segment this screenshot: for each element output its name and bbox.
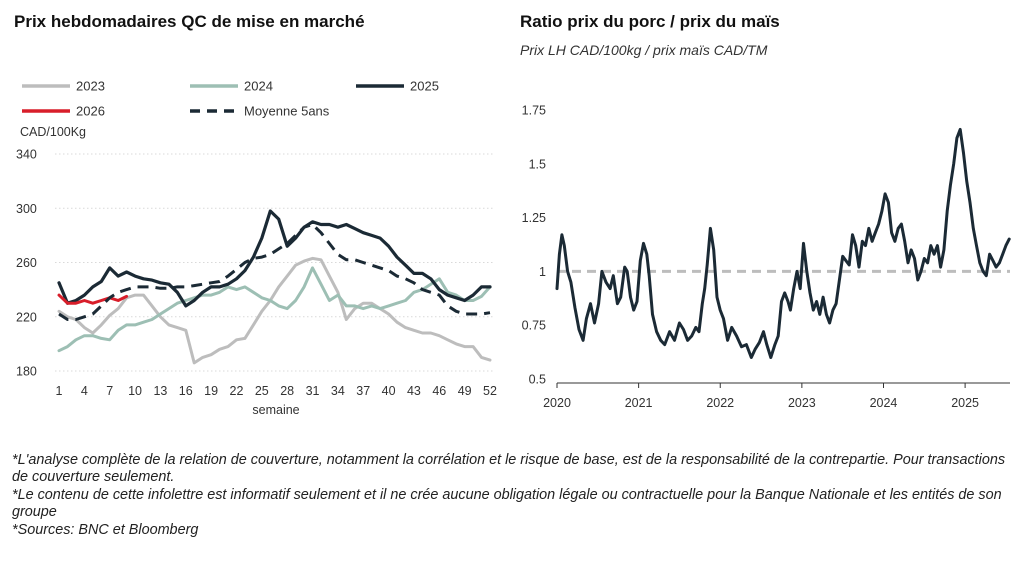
y-tick-label: 340 bbox=[16, 148, 37, 162]
x-tick-label: 7 bbox=[106, 384, 113, 398]
y-tick-label: 1.75 bbox=[522, 104, 546, 118]
weekly-prices-legend: 2023 2024 2025 2026 Moyenne 5ans bbox=[22, 79, 439, 119]
y-tick-label: 1.25 bbox=[522, 211, 546, 225]
legend-label-2024: 2024 bbox=[244, 79, 273, 94]
hog-corn-ratio-chart-title: Ratio prix du porc / prix du maïs bbox=[520, 12, 780, 31]
x-tick-label: 28 bbox=[280, 384, 294, 398]
ratio-series bbox=[555, 127, 1011, 359]
weekly-prices-chart-title: Prix hebdomadaires QC de mise en marché bbox=[14, 12, 365, 31]
x-axis-label: semaine bbox=[252, 403, 299, 417]
footnotes: *L'analyse complète de la relation de co… bbox=[12, 452, 1012, 539]
x-tick-label: 16 bbox=[179, 384, 193, 398]
x-tick-label: 13 bbox=[153, 384, 167, 398]
x-tick-label: 46 bbox=[432, 384, 446, 398]
legend-label-2023: 2023 bbox=[76, 79, 105, 94]
weekly-prices-series bbox=[57, 209, 492, 365]
ratio-line bbox=[555, 127, 1011, 359]
y-tick-label: 1.5 bbox=[529, 157, 546, 171]
x-tick-label: 2022 bbox=[706, 396, 734, 410]
x-tick-label: 2023 bbox=[788, 396, 816, 410]
x-tick-label: 31 bbox=[306, 384, 320, 398]
y-tick-label: 300 bbox=[16, 202, 37, 216]
series-line-2024 bbox=[57, 266, 492, 353]
x-tick-label: 22 bbox=[230, 384, 244, 398]
y-tick-label: 260 bbox=[16, 256, 37, 270]
x-tick-label: 2020 bbox=[543, 396, 571, 410]
hog-corn-ratio-chart: Ratio prix du porc / prix du maïs Prix L… bbox=[510, 0, 1024, 440]
weekly-prices-y-ticks: 180 220 260 300 340 bbox=[16, 148, 37, 379]
weekly-prices-gridlines bbox=[55, 153, 494, 372]
hog-corn-ratio-plot: 0.5 0.75 1 1.25 1.5 1.75 2020 2021 2022 2023 2024… bbox=[522, 104, 1011, 410]
x-tick-label: 2024 bbox=[870, 396, 898, 410]
legend-label-2025: 2025 bbox=[410, 79, 439, 94]
footnote-hedging-disclaimer: *L'analyse complète de la relation de co… bbox=[12, 452, 1006, 486]
x-tick-label: 49 bbox=[458, 384, 472, 398]
weekly-prices-chart: Prix hebdomadaires QC de mise en marché … bbox=[0, 0, 510, 440]
y-tick-label: 0.75 bbox=[522, 319, 546, 333]
x-tick-label: 43 bbox=[407, 384, 421, 398]
x-tick-label: 10 bbox=[128, 384, 142, 398]
ratio-y-ticks: 0.5 0.75 1 1.25 1.5 1.75 bbox=[522, 104, 546, 387]
x-tick-label: 2025 bbox=[951, 396, 979, 410]
hog-corn-ratio-chart-subtitle: Prix LH CAD/100kg / prix maïs CAD/TM bbox=[520, 42, 768, 58]
x-tick-label: 25 bbox=[255, 384, 269, 398]
weekly-prices-x-ticks: 1 4 7 10 13 16 19 22 25 28 31 34 37 40 43 46 49 52 bbox=[56, 384, 497, 398]
footnote-sources: *Sources: BNC et Bloomberg bbox=[12, 521, 199, 538]
x-tick-label: 4 bbox=[81, 384, 88, 398]
x-tick-label: 1 bbox=[56, 384, 63, 398]
x-tick-label: 19 bbox=[204, 384, 218, 398]
footnote-legal-disclaimer: *Le contenu de cette infolettre est info… bbox=[12, 486, 1002, 521]
legend-label-moyenne-5ans: Moyenne 5ans bbox=[244, 104, 330, 119]
y-axis-unit-label: CAD/100Kg bbox=[20, 125, 86, 139]
legend-label-2026: 2026 bbox=[76, 104, 105, 119]
x-tick-label: 40 bbox=[382, 384, 396, 398]
y-tick-label: 220 bbox=[16, 310, 37, 324]
x-tick-label: 52 bbox=[483, 384, 497, 398]
series-line-2023 bbox=[57, 256, 492, 365]
y-tick-label: 1 bbox=[539, 265, 546, 279]
series-line-moyenne-5ans bbox=[58, 223, 491, 321]
y-tick-label: 180 bbox=[16, 365, 37, 379]
x-tick-label: 34 bbox=[331, 384, 345, 398]
series-line-2026 bbox=[57, 293, 129, 305]
ratio-x-ticks: 2020 2021 2022 2023 2024 2025 bbox=[543, 383, 979, 410]
x-tick-label: 2021 bbox=[625, 396, 653, 410]
weekly-prices-plot: 2023 2024 2025 2026 Moyenne 5ans CAD/100Kg 1… bbox=[16, 79, 497, 418]
y-tick-label: 0.5 bbox=[529, 373, 546, 387]
series-line-2025 bbox=[57, 209, 492, 308]
x-tick-label: 37 bbox=[356, 384, 370, 398]
